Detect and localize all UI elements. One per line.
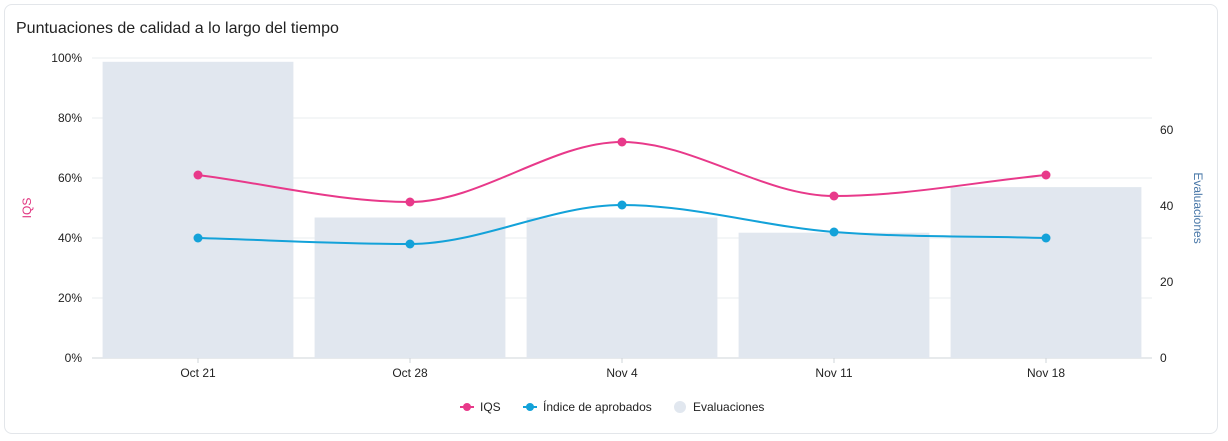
- bar-evaluaciones: [738, 232, 930, 358]
- x-tick-label: Oct 21: [180, 366, 216, 380]
- legend-label-evaluaciones: Evaluaciones: [693, 400, 764, 414]
- y-left-tick-label: 20%: [58, 291, 82, 305]
- x-tick-label: Nov 11: [815, 366, 852, 380]
- y-right-tick-label: 0: [1160, 351, 1167, 365]
- y-left-tick-label: 100%: [51, 51, 82, 65]
- y-right-tick-label: 40: [1160, 199, 1174, 213]
- point-iqs: [1041, 170, 1051, 180]
- point-iqs: [193, 170, 203, 180]
- legend-label-indice-aprobados: Índice de aprobados: [543, 399, 652, 414]
- legend-marker-indice-aprobados[interactable]: [526, 403, 534, 411]
- point-indice-aprobados: [193, 233, 203, 243]
- x-tick-label: Oct 28: [392, 366, 428, 380]
- legend-label-iqs: IQS: [480, 400, 501, 414]
- bar-evaluaciones: [526, 217, 718, 358]
- bar-evaluaciones: [950, 187, 1142, 358]
- y-left-tick-label: 0%: [65, 351, 83, 365]
- y-left-tick-label: 60%: [58, 171, 82, 185]
- x-tick-label: Nov 18: [1027, 366, 1065, 380]
- point-iqs: [405, 197, 415, 207]
- bar-evaluaciones: [102, 61, 294, 358]
- point-indice-aprobados: [829, 227, 839, 237]
- legend-marker-evaluaciones[interactable]: [674, 401, 686, 413]
- y-left-axis-title: IQS: [20, 198, 34, 219]
- series-line-iqs: [197, 140, 1047, 204]
- y-left-tick-label: 40%: [58, 231, 82, 245]
- point-indice-aprobados: [405, 239, 415, 249]
- y-right-tick-label: 20: [1160, 275, 1174, 289]
- point-indice-aprobados: [617, 200, 627, 210]
- bar-evaluaciones: [314, 217, 506, 358]
- legend-marker-iqs[interactable]: [463, 403, 471, 411]
- point-indice-aprobados: [1041, 233, 1051, 243]
- y-right-tick-label: 60: [1160, 123, 1174, 137]
- x-tick-label: Nov 4: [606, 366, 638, 380]
- point-iqs: [617, 137, 627, 147]
- point-iqs: [829, 191, 839, 201]
- y-left-tick-label: 80%: [58, 111, 82, 125]
- chart-title: Puntuaciones de calidad a lo largo del t…: [16, 20, 339, 37]
- y-right-axis-title: Evaluaciones: [1191, 172, 1205, 243]
